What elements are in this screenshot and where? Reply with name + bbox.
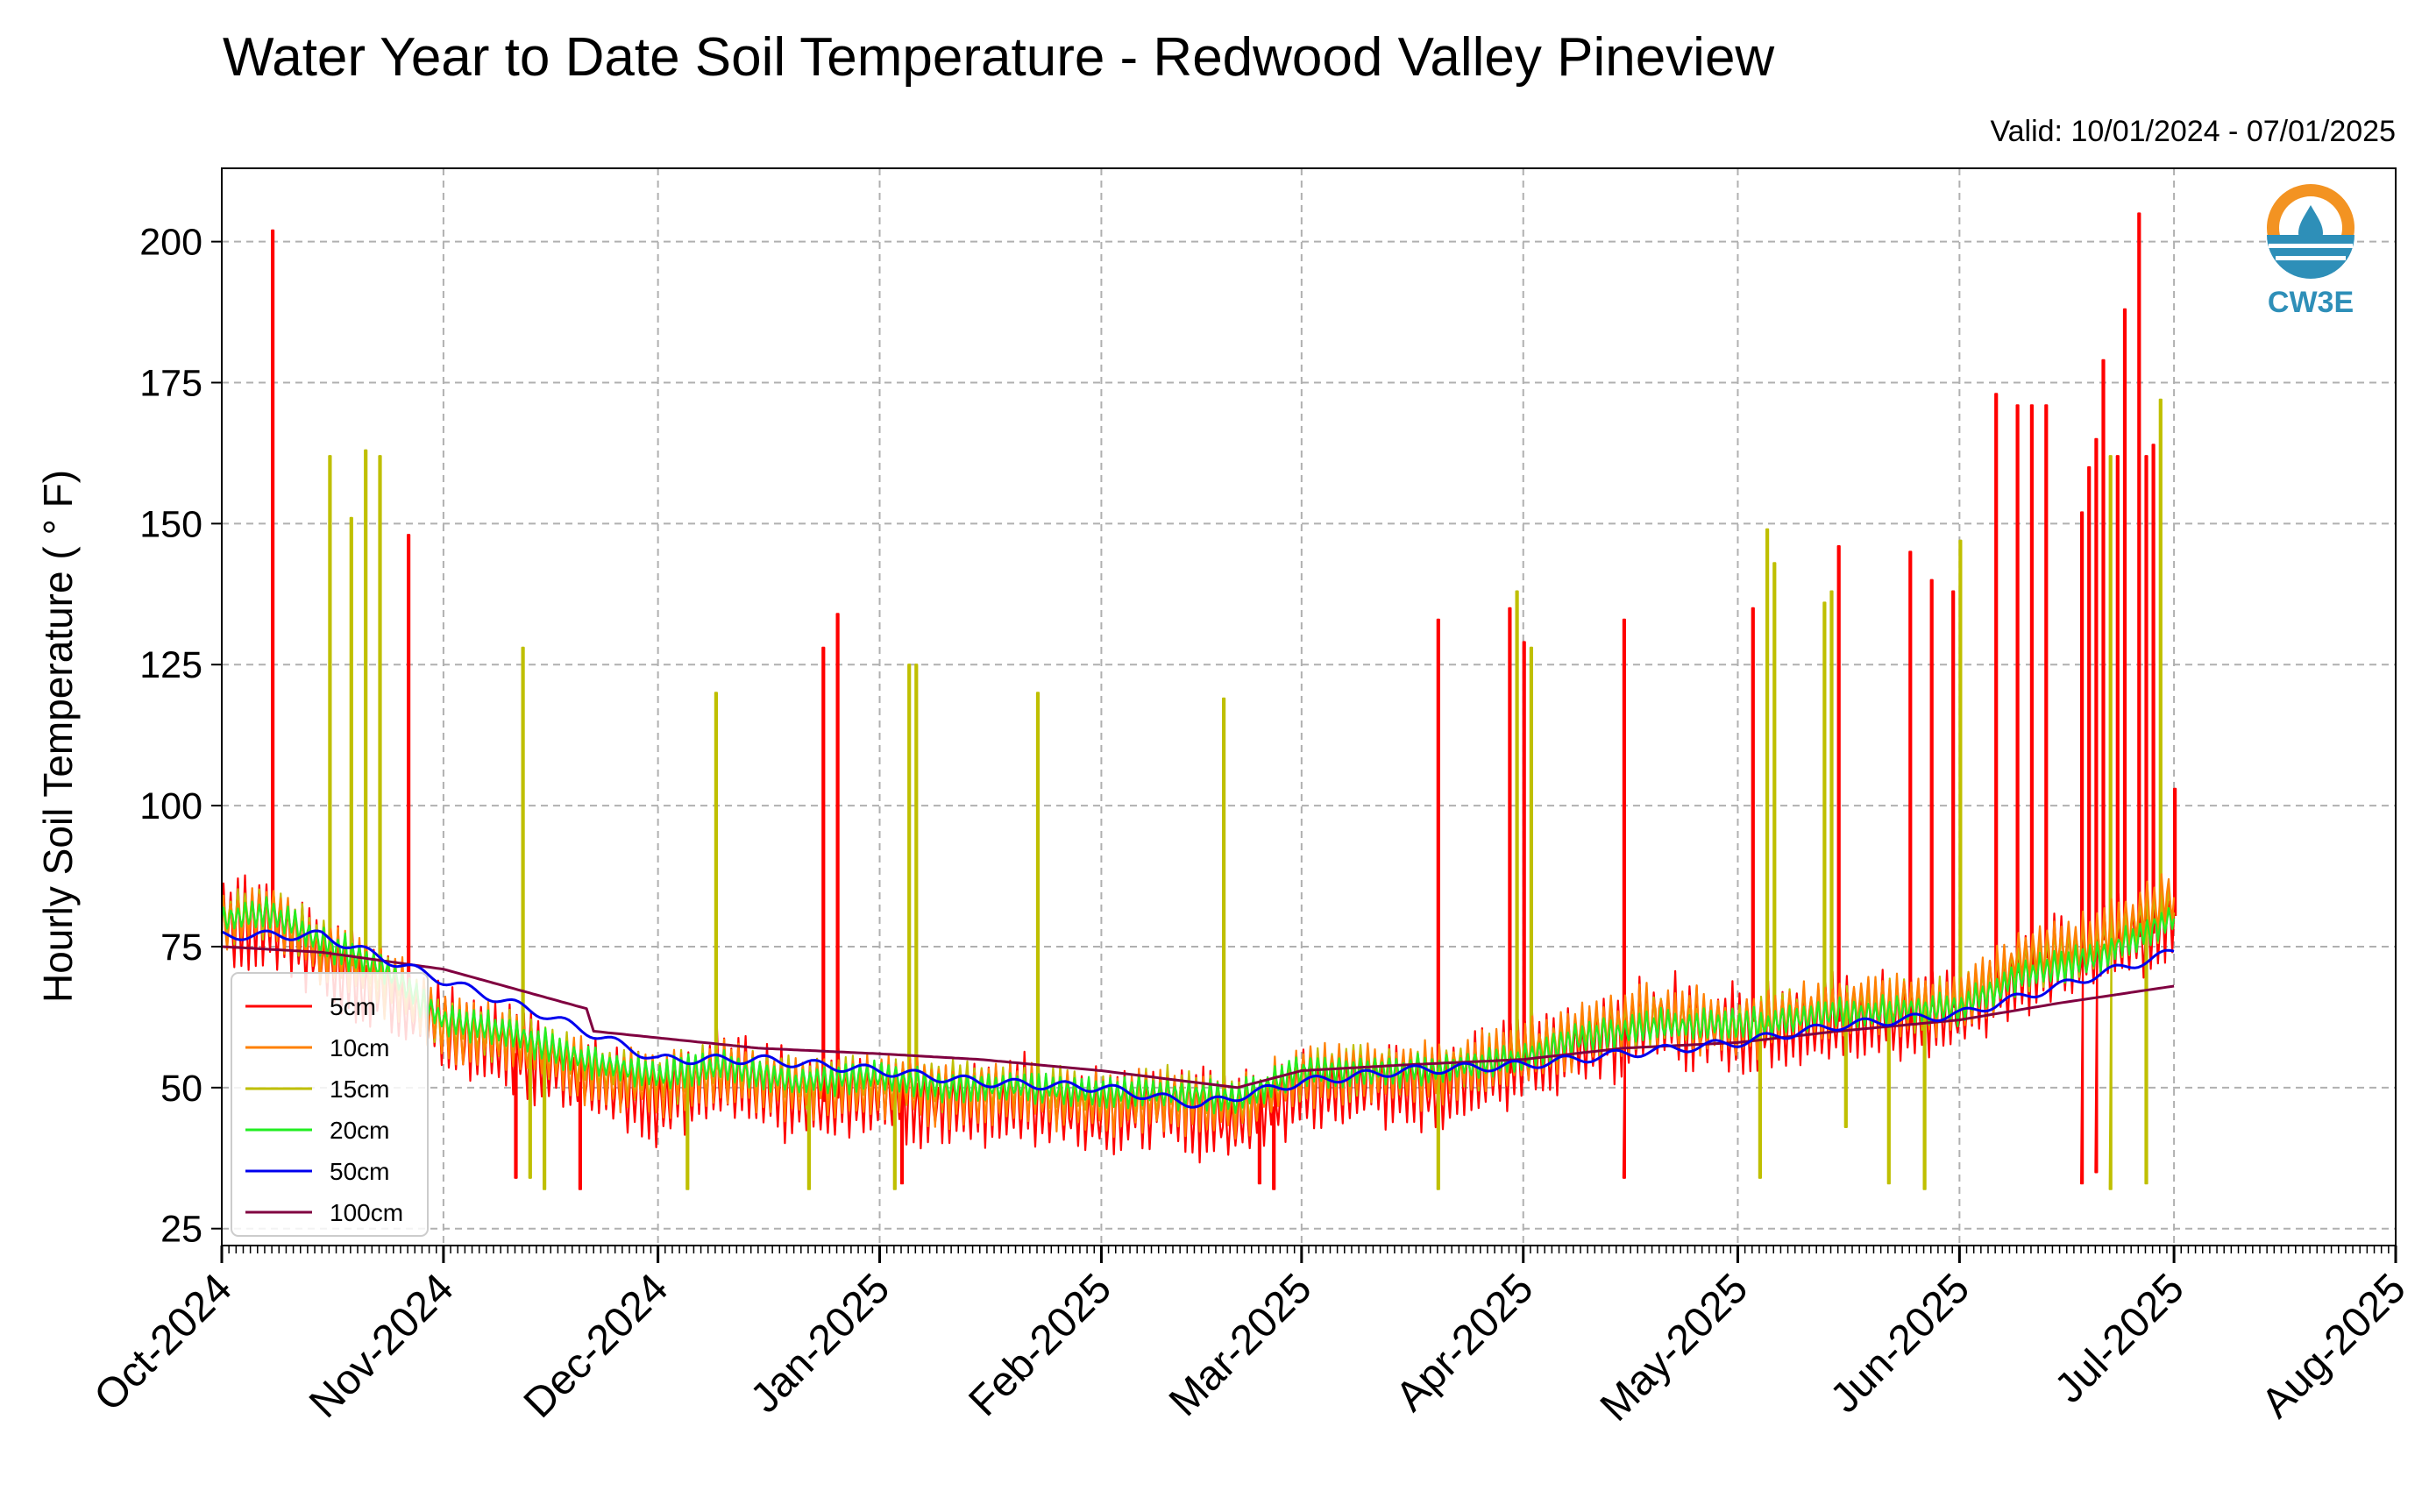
logo-wave-line-1 [2269,244,2353,248]
y-tick-label: 75 [160,926,202,969]
x-tick-label: Jul-2025 [2046,1265,2193,1412]
logo-wave-line-2 [2276,256,2346,260]
legend-label-20cm: 20cm [330,1117,389,1144]
series-line-100cm [221,945,2175,1090]
legend: 5cm 10cm 15cm 20cm 50cm 100cm [231,972,429,1237]
y-tick-label: 125 [139,644,202,686]
series-line-50cm [221,929,2175,1109]
y-axis-label: Hourly Soil Temperature ( ° F) [35,470,81,1003]
y-tick-label: 200 [139,222,202,264]
y-tick-label: 175 [139,363,202,405]
legend-label-5cm: 5cm [330,993,376,1020]
axes: 25 50 75 100 125 150 175 200 Oct-2024 Nov-2024 Dec… [86,222,2415,1430]
legend-label-10cm: 10cm [330,1034,389,1061]
legend-label-15cm: 15cm [330,1075,389,1103]
x-tick-label: Apr-2025 [1387,1265,1542,1420]
x-tick-label: Nov-2024 [301,1265,463,1427]
plot-series [220,212,2177,1190]
y-tick-label: 100 [139,785,202,827]
series-line-20cm [220,896,2176,1115]
legend-label-100cm: 100cm [330,1199,403,1226]
x-tick-label: May-2025 [1592,1265,1757,1430]
x-tick-label: Feb-2025 [960,1265,1120,1425]
chart-title: Water Year to Date Soil Temperature - Re… [223,27,1774,88]
y-tick-label: 50 [160,1068,202,1110]
legend-label-50cm: 50cm [330,1158,389,1185]
x-tick-label: Dec-2024 [515,1265,678,1427]
x-tick-label: Jun-2025 [1822,1265,1978,1422]
logo: CW3E [2267,184,2354,319]
water-drop-sun-icon [2298,205,2323,245]
logo-text: CW3E [2268,286,2354,319]
x-tick-label: Oct-2024 [86,1265,241,1420]
y-tick-label: 150 [139,503,202,545]
x-tick-label: Aug-2025 [2253,1265,2415,1427]
chart-subtitle: Valid: 10/01/2024 - 07/01/2025 [1990,115,2396,148]
y-tick-label: 25 [160,1209,202,1251]
x-tick-label: Jan-2025 [742,1265,898,1422]
x-tick-label: Mar-2025 [1161,1265,1321,1425]
